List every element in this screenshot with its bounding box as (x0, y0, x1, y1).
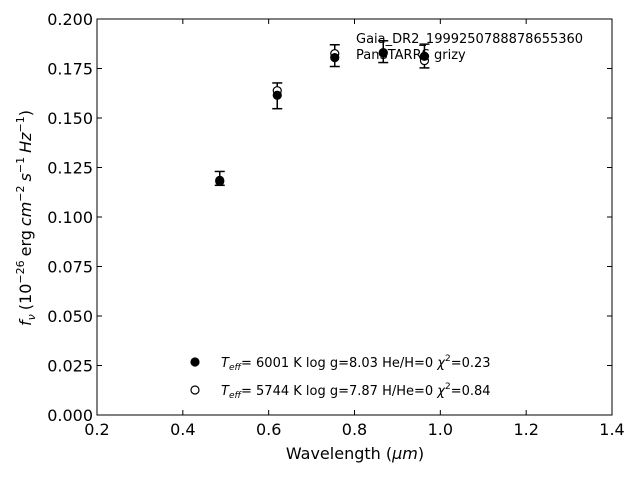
x-tick-label: 0.2 (84, 420, 109, 439)
y-tick-label: 0.125 (47, 159, 93, 178)
x-axis-label: Wavelength (μm) (286, 444, 424, 463)
x-axis-ticks: 0.2 0.4 0.6 0.8 1.0 1.2 1.4 (84, 19, 625, 439)
y-tick-label: 0.200 (47, 10, 93, 29)
y-tick-label: 0.150 (47, 109, 93, 128)
legend: Teff= 6001 K log g=8.03 He/H=0 χ2=0.23Te… (190, 354, 491, 401)
data-point-filled (272, 90, 282, 100)
x-tick-label: 1.4 (599, 420, 624, 439)
x-tick-label: 0.4 (170, 420, 195, 439)
data-point-filled (330, 53, 340, 63)
data-points (215, 48, 430, 186)
y-tick-label: 0.025 (47, 357, 93, 376)
y-tick-label: 0.100 (47, 208, 93, 227)
y-tick-label: 0.050 (47, 307, 93, 326)
legend-marker-filled (190, 357, 200, 367)
legend-chi-sup: 2 (445, 354, 451, 364)
legend-rest: = 6001 K log g=8.03 He/H=0 (241, 356, 437, 371)
y-axis-label: fν(10−26ergcm−2s−1Hz−1) (14, 110, 38, 326)
x-tick-label: 0.6 (256, 420, 281, 439)
y-tick-label: 0.075 (47, 258, 93, 277)
annotation-object-name: Gaia_DR2_1999250788878655360 (356, 32, 583, 47)
legend-chi-sup: 2 (445, 382, 451, 392)
legend-marker-open (190, 385, 200, 395)
x-tick-label: 1.0 (428, 420, 453, 439)
y-tick-label: 0.000 (47, 406, 93, 425)
data-point-filled (378, 48, 388, 58)
y-axis-ticks: 0.000 0.025 0.050 0.075 0.100 0.125 0.150 0.175… (47, 10, 612, 425)
legend-chi: χ (436, 356, 446, 371)
legend-label: Teff= 6001 K log g=8.03 He/H=0 χ2=0.23 (221, 354, 491, 373)
legend-teff-sub: eff (229, 363, 243, 373)
legend-chi-val: =0.23 (451, 356, 491, 371)
legend-teff-sub: eff (229, 391, 243, 401)
annotation-survey-name: PanSTARRS grizy (356, 48, 466, 63)
y-tick-label: 0.175 (47, 60, 93, 79)
x-tick-label: 1.2 (513, 420, 538, 439)
legend-label: Teff= 5744 K log g=7.87 H/He=0 χ2=0.84 (221, 382, 491, 401)
legend-chi-val: =0.84 (451, 384, 491, 399)
data-point-filled (419, 51, 430, 61)
x-tick-label: 0.8 (342, 420, 367, 439)
legend-teff-label: T (221, 384, 230, 399)
legend-chi: χ (436, 384, 446, 399)
data-point-filled (215, 175, 225, 185)
legend-teff-label: T (221, 356, 230, 371)
legend-rest: = 5744 K log g=7.87 H/He=0 (241, 384, 437, 399)
